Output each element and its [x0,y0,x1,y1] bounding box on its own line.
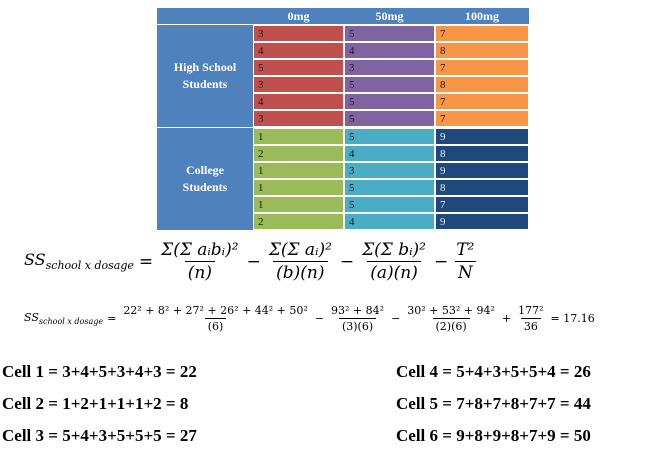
plus-sign: + [501,312,512,325]
cell-sum-3: Cell 3 = 5+4+3+5+5+5 = 27 [2,426,197,445]
term-4-denominator: N [454,261,476,283]
table-corner-cell [157,8,253,24]
fraction-term-1: Σ(Σ aᵢbᵢ)² (n) [158,240,241,283]
table-cell: 3 [253,76,344,93]
table-cell: 1 [253,196,344,213]
numeric-interaction-formula: SSschool x dosage = 22² + 8² + 27² + 26²… [24,304,599,333]
table-cell: 7 [435,59,529,76]
table-cell: 9 [435,213,529,230]
minus-sign: − [339,251,355,272]
term-1-numerator: 22² + 8² + 27² + 26² + 44² + 50² [123,304,308,317]
table-cell: 3 [344,162,435,179]
minus-sign: − [314,312,325,325]
dosage-data-table: 0mg 50mg 100mg High School Students Coll… [157,8,529,234]
minus-sign: − [246,251,261,272]
table-cell: 8 [435,76,529,93]
table-cell: 3 [344,59,435,76]
term-1-denominator: (6) [204,318,227,333]
column-header-50mg: 50mg [344,8,435,24]
table-cell: 1 [253,162,344,179]
term-1-numerator: Σ(Σ aᵢbᵢ)² [161,240,239,260]
table-cell: 2 [253,213,344,230]
term-3-numerator: Σ(Σ bᵢ)² [362,240,426,260]
table-cell: 5 [344,76,435,93]
term-2-numerator: Σ(Σ aᵢ)² [268,240,332,260]
table-cell: 4 [253,93,344,110]
table-cell: 5 [344,128,435,145]
group-label-line2: Students [182,77,228,91]
term-1-denominator: (n) [184,261,215,283]
fraction-term-4: 177² 36 [515,304,546,333]
fraction-term-1: 22² + 8² + 27² + 26² + 44² + 50² (6) [120,304,311,333]
table-cell: 3 [253,25,344,42]
table-cell: 5 [344,196,435,213]
table-cell: 5 [344,93,435,110]
fraction-term-3: Σ(Σ bᵢ)² (a)(n) [359,240,429,283]
row-group-high-school: High School Students [157,25,253,127]
row-group-college: College Students [157,128,253,230]
table-cell: 4 [344,42,435,59]
table-cell: 3 [253,110,344,127]
term-3-numerator: 30² + 53² + 94² [407,304,495,317]
cell-sum-2: Cell 2 = 1+2+1+1+1+2 = 8 [2,394,189,413]
term-2-numerator: 93² + 84² [331,304,385,317]
table-cell: 4 [344,213,435,230]
term-3-denominator: (2)(6) [432,318,470,333]
table-cell: 5 [344,179,435,196]
column-header-100mg: 100mg [435,8,529,24]
table-cell: 1 [253,128,344,145]
minus-sign: − [433,251,449,272]
group-label-line2: Students [182,180,228,194]
cell-sum-6: Cell 6 = 9+8+9+8+7+9 = 50 [396,426,591,445]
cell-sum-1: Cell 1 = 3+4+5+3+4+3 = 22 [2,362,197,381]
table-cell: 4 [344,145,435,162]
table-cell: 5 [253,59,344,76]
equals-sign: = [138,251,154,272]
table-cell: 8 [435,179,529,196]
fraction-term-2: Σ(Σ aᵢ)² (b)(n) [266,240,335,283]
term-4-numerator: 177² [518,304,544,317]
table-cell: 9 [435,162,529,179]
general-interaction-formula: SSschool x dosage = Σ(Σ aᵢbᵢ)² (n) − Σ(Σ… [24,240,477,283]
table-cell: 2 [253,145,344,162]
minus-sign: − [391,312,401,325]
table-cell: 1 [253,179,344,196]
formula-lhs: SSschool x dosage [24,250,134,273]
table-cell: 7 [435,93,529,110]
column-header-0mg: 0mg [253,8,344,24]
table-cell: 8 [435,145,529,162]
term-4-numerator: T² [456,240,475,260]
term-4-denominator: 36 [520,318,541,333]
cell-sum-5: Cell 5 = 7+8+7+8+7+7 = 44 [396,394,591,413]
group-label-line1: College [186,163,224,177]
table-cell: 7 [435,25,529,42]
result-value: = 17.16 [550,312,595,325]
table-cell: 8 [435,42,529,59]
table-cell: 5 [344,110,435,127]
group-label-line1: High School [173,60,237,74]
term-3-denominator: (a)(n) [367,261,421,283]
table-cell: 9 [435,128,529,145]
table-cell: 5 [344,25,435,42]
term-2-denominator: (b)(n) [273,261,328,283]
term-2-denominator: (3)(6) [338,318,377,333]
table-cell: 4 [253,42,344,59]
equals-sign: = [107,312,117,325]
fraction-term-4: T² N [453,240,477,283]
cell-sum-4: Cell 4 = 5+4+3+5+5+4 = 26 [396,362,591,381]
table-cell: 7 [435,196,529,213]
fraction-term-3: 30² + 53² + 94² (2)(6) [404,304,498,333]
table-cell: 7 [435,110,529,127]
formula-lhs: SSschool x dosage [24,310,104,327]
fraction-term-2: 93² + 84² (3)(6) [328,304,387,333]
